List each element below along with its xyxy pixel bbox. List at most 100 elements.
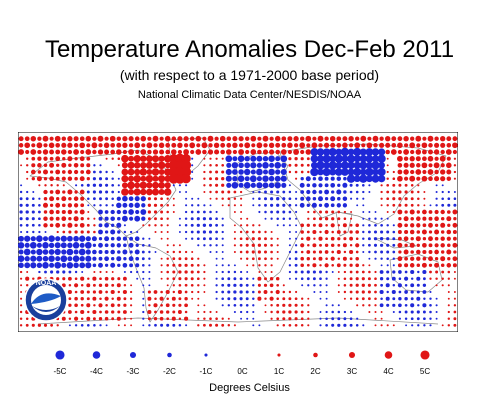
anomaly-dot bbox=[256, 142, 263, 149]
anomaly-dot bbox=[311, 202, 317, 208]
anomaly-dot bbox=[404, 263, 409, 268]
anomaly-dot bbox=[42, 242, 49, 249]
anomaly-dot bbox=[294, 317, 298, 321]
anomaly-dot bbox=[295, 237, 298, 240]
anomaly-dot bbox=[209, 323, 212, 327]
anomaly-dot bbox=[330, 256, 335, 261]
anomaly-dot bbox=[30, 236, 36, 242]
anomaly-dot bbox=[147, 203, 152, 207]
anomaly-dot bbox=[392, 257, 395, 260]
anomaly-dot bbox=[110, 229, 116, 235]
legend-swatch bbox=[92, 351, 101, 359]
anomaly-dot bbox=[268, 175, 275, 182]
anomaly-dot bbox=[355, 263, 360, 268]
anomaly-dot bbox=[377, 148, 386, 156]
anomaly-dot bbox=[98, 223, 103, 228]
anomaly-dot bbox=[262, 135, 269, 142]
anomaly-dot bbox=[409, 142, 416, 149]
anomaly-dot bbox=[428, 256, 433, 262]
anomaly-dot bbox=[166, 224, 169, 227]
anomaly-dot bbox=[221, 217, 224, 220]
anomaly-dot bbox=[178, 217, 181, 220]
anomaly-dot bbox=[172, 244, 175, 247]
anomaly-dot bbox=[325, 304, 328, 307]
anomaly-dot bbox=[440, 263, 445, 268]
anomaly-dot bbox=[429, 324, 432, 327]
anomaly-dot bbox=[209, 190, 212, 194]
anomaly-dot bbox=[270, 257, 273, 260]
anomaly-dot bbox=[36, 176, 42, 182]
anomaly-dot bbox=[263, 283, 268, 287]
anomaly-dot bbox=[453, 291, 456, 293]
anomaly-dot bbox=[300, 256, 304, 261]
anomaly-dot bbox=[295, 190, 298, 194]
anomaly-dot bbox=[172, 284, 175, 287]
anomaly-dot bbox=[346, 174, 356, 183]
anomaly-dot bbox=[152, 162, 159, 169]
anomaly-dot bbox=[240, 204, 243, 207]
anomaly-dot bbox=[42, 249, 49, 255]
anomaly-dot bbox=[398, 290, 402, 294]
anomaly-dot bbox=[416, 230, 421, 234]
anomaly-dot bbox=[178, 263, 182, 267]
anomaly-dot bbox=[145, 174, 154, 183]
anomaly-dot bbox=[252, 264, 255, 267]
anomaly-dot bbox=[32, 230, 35, 234]
anomaly-dot bbox=[453, 297, 456, 300]
anomaly-dot bbox=[79, 235, 86, 242]
anomaly-dot bbox=[269, 149, 275, 155]
anomaly-dot bbox=[374, 257, 377, 260]
anomaly-dot bbox=[43, 156, 48, 161]
anomaly-dot bbox=[171, 142, 177, 148]
anomaly-dot bbox=[342, 203, 348, 208]
anomaly-dot bbox=[252, 290, 255, 294]
anomaly-dot bbox=[312, 257, 316, 261]
anomaly-dot bbox=[362, 237, 365, 240]
anomaly-dot bbox=[446, 263, 452, 268]
anomaly-dot bbox=[196, 230, 200, 234]
anomaly-dot bbox=[367, 136, 372, 141]
anomaly-dot bbox=[48, 249, 55, 255]
anomaly-dot bbox=[67, 222, 73, 228]
anomaly-dot bbox=[295, 177, 298, 180]
anomaly-dot bbox=[300, 230, 304, 234]
anomaly-dot bbox=[325, 210, 329, 214]
anomaly-dot bbox=[99, 324, 102, 327]
anomaly-dot bbox=[274, 161, 282, 169]
anomaly-dot bbox=[428, 216, 433, 221]
anomaly-dot bbox=[121, 182, 128, 189]
anomaly-dot bbox=[171, 296, 176, 301]
anomaly-dot bbox=[428, 243, 433, 248]
anomaly-dot bbox=[197, 264, 200, 267]
anomaly-dot bbox=[416, 290, 420, 294]
anomaly-dot bbox=[92, 243, 97, 247]
anomaly-dot bbox=[386, 183, 390, 187]
anomaly-dot bbox=[49, 136, 54, 141]
anomaly-dot bbox=[85, 262, 92, 269]
anomaly-dot bbox=[134, 182, 141, 189]
anomaly-dot bbox=[74, 230, 78, 234]
anomaly-dot bbox=[421, 142, 428, 149]
anomaly-dot bbox=[397, 263, 402, 268]
anomaly-dot bbox=[380, 217, 383, 220]
anomaly-dot bbox=[215, 183, 219, 187]
anomaly-dot bbox=[300, 243, 305, 248]
anomaly-dot bbox=[239, 297, 243, 301]
anomaly-dot bbox=[37, 163, 42, 168]
anomaly-dot bbox=[38, 204, 41, 207]
anomaly-dot bbox=[307, 244, 310, 247]
anomaly-dot bbox=[288, 224, 291, 227]
anomaly-dot bbox=[209, 183, 212, 187]
anomaly-dot bbox=[349, 323, 353, 327]
anomaly-dot bbox=[104, 283, 109, 288]
anomaly-dot bbox=[262, 182, 269, 189]
anomaly-dot bbox=[258, 204, 261, 207]
anomaly-dot bbox=[225, 149, 232, 155]
anomaly-dot bbox=[24, 262, 31, 269]
anomaly-dot bbox=[307, 317, 310, 320]
anomaly-dot bbox=[32, 277, 35, 280]
anomaly-dot bbox=[337, 217, 341, 221]
anomaly-dot bbox=[288, 290, 292, 294]
anomaly-dot bbox=[359, 161, 368, 170]
anomaly-dot bbox=[203, 177, 206, 180]
